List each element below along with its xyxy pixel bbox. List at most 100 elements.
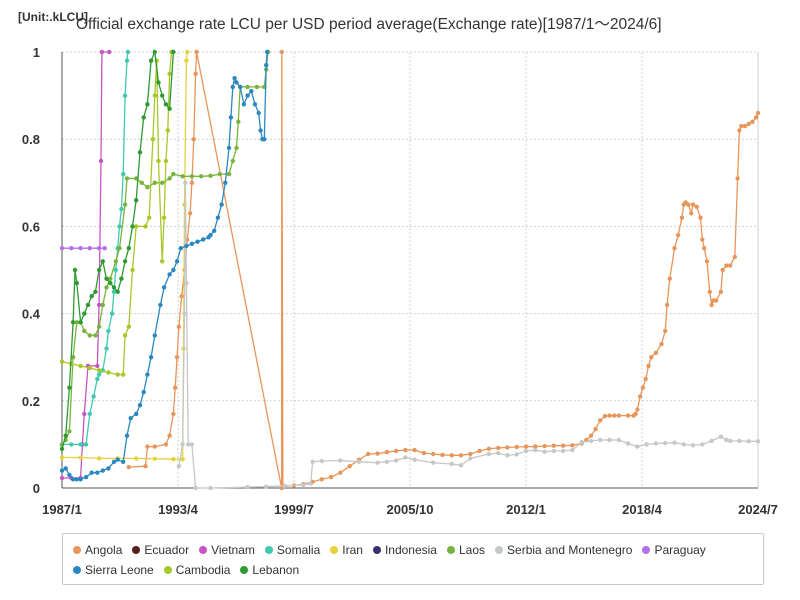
legend-item-iran[interactable]: Iran xyxy=(330,540,363,560)
legend-swatch-icon xyxy=(199,546,208,554)
y-tick-label: 0.8 xyxy=(22,132,40,147)
series-cambodia xyxy=(59,49,174,377)
data-point-laos xyxy=(67,429,72,434)
data-point-serbia-and-montenegro xyxy=(709,438,714,444)
data-point-cambodia xyxy=(130,267,135,273)
data-point-angola xyxy=(167,433,172,438)
series-laos xyxy=(59,49,271,447)
data-point-sierra-leone xyxy=(128,416,133,421)
data-point-angola xyxy=(163,442,169,447)
data-point-paraguay xyxy=(102,246,107,251)
legend-item-somalia[interactable]: Somalia xyxy=(264,540,321,560)
data-point-cambodia xyxy=(163,158,169,164)
data-point-angola xyxy=(338,470,343,475)
legend-item-laos[interactable]: Laos xyxy=(446,540,486,560)
legend-label: Laos xyxy=(458,543,486,557)
legend-item-cambodia[interactable]: Cambodia xyxy=(163,560,230,580)
legend-swatch-icon xyxy=(642,546,651,554)
data-point-angola xyxy=(700,237,705,242)
data-point-angola xyxy=(319,477,324,482)
legend-item-sierra-leone[interactable]: Sierra Leone xyxy=(73,560,154,580)
legend-item-serbia-and-montenegro[interactable]: Serbia and Montenegro xyxy=(495,540,632,560)
data-point-angola xyxy=(375,451,380,456)
data-point-angola xyxy=(689,211,694,216)
data-point-angola xyxy=(616,413,621,418)
y-tick-label: 0.2 xyxy=(22,394,40,409)
data-point-lebanon xyxy=(111,285,117,290)
legend-item-angola[interactable]: Angola xyxy=(73,540,122,560)
legend-item-lebanon[interactable]: Lebanon xyxy=(240,560,299,580)
data-point-angola xyxy=(694,204,699,209)
data-point-somalia xyxy=(96,372,102,377)
data-point-cambodia xyxy=(96,368,102,373)
data-point-lebanon xyxy=(67,385,72,390)
data-point-sierra-leone xyxy=(264,62,269,68)
data-point-serbia-and-montenegro xyxy=(403,455,408,460)
data-point-serbia-and-montenegro xyxy=(570,447,575,453)
data-point-sierra-leone xyxy=(212,228,217,233)
data-point-sierra-leone xyxy=(148,355,154,360)
data-point-sierra-leone xyxy=(252,102,258,107)
data-point-laos xyxy=(189,174,195,179)
data-point-angola xyxy=(659,341,664,347)
data-point-somalia xyxy=(104,346,109,351)
data-point-sierra-leone xyxy=(70,477,76,482)
data-point-serbia-and-montenegro xyxy=(523,448,529,454)
data-point-somalia xyxy=(121,171,126,177)
data-point-cambodia xyxy=(126,324,131,329)
data-point-angola xyxy=(173,385,178,390)
legend-label: Somalia xyxy=(276,543,321,557)
data-point-angola xyxy=(176,324,182,329)
legend-label: Serbia and Montenegro xyxy=(507,543,633,557)
data-point-angola xyxy=(709,302,714,308)
data-point-laos xyxy=(122,202,128,207)
data-point-paraguay xyxy=(78,246,83,251)
data-point-lebanon xyxy=(85,302,91,308)
data-point-serbia-and-montenegro xyxy=(579,440,584,445)
data-point-sierra-leone xyxy=(223,180,228,185)
legend-swatch-icon xyxy=(495,546,504,554)
data-point-angola xyxy=(718,289,724,294)
data-point-lebanon xyxy=(163,102,169,107)
data-point-angola xyxy=(523,444,529,449)
data-point-serbia-and-montenegro xyxy=(384,459,389,464)
data-point-somalia xyxy=(95,376,100,382)
data-point-angola xyxy=(702,246,707,251)
data-point-somalia xyxy=(69,442,74,447)
data-point-lebanon xyxy=(63,433,68,438)
data-point-serbia-and-montenegro xyxy=(375,460,380,465)
legend-item-indonesia[interactable]: Indonesia xyxy=(372,540,437,560)
data-point-serbia-and-montenegro xyxy=(560,448,566,454)
data-point-cambodia xyxy=(134,224,139,229)
data-point-sierra-leone xyxy=(167,272,172,277)
data-point-cambodia xyxy=(152,93,157,98)
data-point-sierra-leone xyxy=(111,459,117,464)
series-line-iran xyxy=(62,51,188,460)
legend-item-ecuador[interactable]: Ecuador xyxy=(132,540,189,560)
data-point-sierra-leone xyxy=(59,468,65,473)
data-point-sierra-leone xyxy=(234,80,239,85)
legend-label: Angola xyxy=(85,543,123,557)
data-point-sierra-leone xyxy=(158,302,163,308)
data-point-laos xyxy=(160,180,165,185)
legend-item-vietnam[interactable]: Vietnam xyxy=(199,540,255,560)
data-point-serbia-and-montenegro xyxy=(653,441,659,446)
series-somalia xyxy=(59,49,131,447)
data-point-serbia-and-montenegro xyxy=(533,447,538,453)
data-point-sierra-leone xyxy=(115,457,120,462)
data-point-serbia-and-montenegro xyxy=(301,482,306,488)
data-point-angola xyxy=(753,115,759,120)
x-tick-label: 1987/1 xyxy=(42,502,82,517)
data-point-angola xyxy=(667,276,672,281)
data-point-lebanon xyxy=(156,80,161,85)
legend-item-paraguay[interactable]: Paraguay xyxy=(642,540,706,560)
data-point-serbia-and-montenegro xyxy=(412,457,417,462)
series-lebanon xyxy=(59,49,176,451)
legend-swatch-icon xyxy=(446,546,455,554)
data-point-cambodia xyxy=(87,365,93,371)
data-point-vietnam xyxy=(82,411,87,417)
data-point-angola xyxy=(750,119,755,125)
data-point-angola xyxy=(690,202,696,207)
data-point-laos xyxy=(139,180,144,185)
data-point-sierra-leone xyxy=(249,89,254,94)
